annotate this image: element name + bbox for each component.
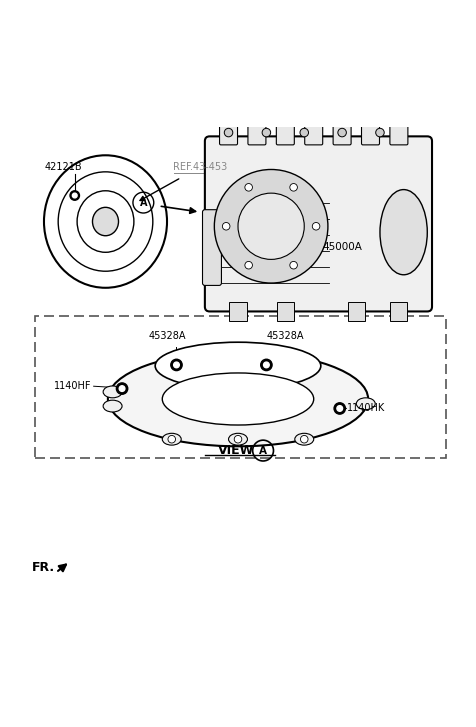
- Text: VIEW: VIEW: [218, 444, 254, 457]
- Bar: [277, 302, 294, 321]
- FancyBboxPatch shape: [202, 209, 221, 286]
- Circle shape: [261, 359, 272, 371]
- Circle shape: [234, 435, 242, 443]
- Circle shape: [334, 403, 346, 414]
- Text: 1140HK: 1140HK: [347, 403, 385, 414]
- Circle shape: [116, 383, 128, 394]
- Circle shape: [376, 128, 384, 137]
- Ellipse shape: [380, 190, 427, 275]
- Text: REF.43-453: REF.43-453: [173, 162, 227, 172]
- FancyBboxPatch shape: [248, 126, 266, 145]
- Circle shape: [222, 222, 230, 230]
- Ellipse shape: [108, 352, 368, 446]
- Circle shape: [300, 128, 308, 137]
- Circle shape: [168, 435, 176, 443]
- Ellipse shape: [92, 207, 119, 236]
- Circle shape: [70, 190, 79, 200]
- Circle shape: [300, 435, 308, 443]
- Circle shape: [290, 262, 298, 269]
- Circle shape: [262, 128, 271, 137]
- Circle shape: [245, 183, 252, 191]
- Circle shape: [312, 222, 320, 230]
- Circle shape: [119, 386, 125, 391]
- Text: 1140HF: 1140HF: [54, 381, 91, 391]
- Circle shape: [171, 359, 182, 371]
- Bar: [229, 302, 247, 321]
- Circle shape: [238, 193, 304, 260]
- FancyBboxPatch shape: [205, 137, 432, 311]
- Circle shape: [290, 183, 298, 191]
- Circle shape: [224, 128, 233, 137]
- FancyBboxPatch shape: [333, 126, 351, 145]
- FancyBboxPatch shape: [361, 126, 379, 145]
- Circle shape: [337, 406, 343, 411]
- Text: A: A: [259, 446, 267, 456]
- Ellipse shape: [228, 433, 248, 445]
- Circle shape: [214, 169, 328, 283]
- Circle shape: [72, 193, 77, 198]
- Bar: [390, 302, 407, 321]
- Ellipse shape: [357, 398, 375, 409]
- FancyBboxPatch shape: [35, 316, 446, 458]
- FancyBboxPatch shape: [390, 126, 408, 145]
- Ellipse shape: [295, 433, 314, 445]
- Text: 45000A: 45000A: [322, 242, 362, 252]
- FancyBboxPatch shape: [219, 126, 238, 145]
- Text: A: A: [139, 198, 147, 208]
- Circle shape: [338, 128, 347, 137]
- Text: 45328A: 45328A: [148, 331, 186, 341]
- FancyBboxPatch shape: [277, 126, 294, 145]
- Circle shape: [264, 362, 269, 368]
- FancyBboxPatch shape: [305, 126, 323, 145]
- Bar: [348, 302, 365, 321]
- Text: FR.: FR.: [32, 561, 55, 574]
- Circle shape: [174, 362, 179, 368]
- Ellipse shape: [162, 373, 314, 425]
- Ellipse shape: [103, 386, 122, 398]
- Text: 42121B: 42121B: [44, 162, 82, 172]
- Circle shape: [245, 262, 252, 269]
- Ellipse shape: [162, 433, 181, 445]
- Text: 45328A: 45328A: [267, 331, 304, 341]
- Ellipse shape: [155, 342, 321, 390]
- Ellipse shape: [103, 400, 122, 412]
